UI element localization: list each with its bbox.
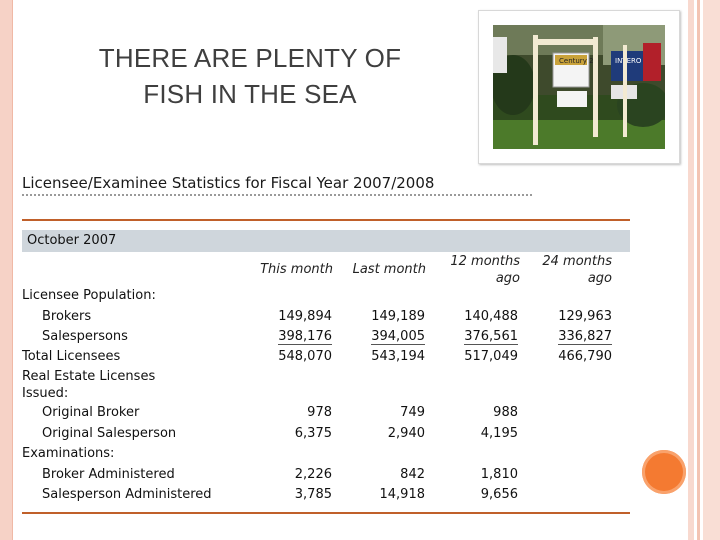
right-border-bar [688, 0, 694, 540]
cell-salespersons-24-months-value: 336,827 [558, 329, 612, 345]
cell-broker-administered-last-month: 842 [400, 467, 425, 482]
cell-original-broker-12-months: 988 [493, 405, 518, 420]
right-border-line [697, 0, 700, 540]
statistics-heading: Licensee/Examinee Statistics for Fiscal … [22, 174, 435, 192]
left-border-bar [0, 0, 12, 540]
century21-sign-text: Century 21 [559, 57, 598, 65]
cell-salespersons-12-months-value: 376,561 [464, 329, 518, 345]
row-label-salesperson-administered: Salesperson Administered [42, 487, 212, 502]
cell-salesperson-administered-this-month: 3,785 [294, 487, 332, 502]
cell-total-this-month: 548,070 [278, 349, 332, 364]
cell-total-12-months: 517,049 [464, 349, 518, 364]
column-header-24-months-line1: 24 months [542, 254, 612, 269]
left-border-line [12, 0, 13, 540]
column-header-24-months: 24 months ago [512, 253, 612, 287]
cell-brokers-last-month: 149,189 [371, 309, 425, 324]
section-real-estate-licenses-line1: Real Estate Licenses [22, 369, 156, 384]
row-label-broker-administered: Broker Administered [42, 467, 175, 482]
column-header-12-months: 12 months ago [420, 253, 520, 287]
row-label-brokers: Brokers [42, 309, 92, 324]
row-label-total-licensees: Total Licensees [22, 349, 121, 364]
column-header-last-month: Last month [352, 262, 426, 277]
cell-original-broker-this-month: 978 [307, 405, 332, 420]
row-label-salespersons: Salespersons [42, 329, 128, 344]
column-header-12-months-line2: ago [495, 271, 520, 286]
cell-salespersons-this-month: 398,176 [252, 329, 332, 345]
cell-original-broker-last-month: 749 [400, 405, 425, 420]
section-examinations: Examinations: [22, 446, 115, 461]
cell-brokers-24-months: 129,963 [558, 309, 612, 324]
cell-salespersons-this-month-value: 398,176 [278, 329, 332, 345]
table-top-rule [22, 219, 630, 221]
cell-total-24-months: 466,790 [558, 349, 612, 364]
cell-total-last-month: 543,194 [371, 349, 425, 364]
cell-salesperson-administered-12-months: 9,656 [480, 487, 518, 502]
cell-original-salesperson-this-month: 6,375 [294, 426, 332, 441]
row-label-original-salesperson: Original Salesperson [42, 426, 177, 441]
row-label-original-broker: Original Broker [42, 405, 140, 420]
real-estate-signs-photo: Century 21 INTERO [493, 25, 665, 149]
cell-salespersons-last-month-value: 394,005 [371, 329, 425, 345]
section-real-estate-licenses-line2: Issued: [22, 386, 69, 401]
decorative-circle [642, 450, 686, 494]
cell-original-salesperson-last-month: 2,940 [387, 426, 425, 441]
intero-sign-text: INTERO [615, 57, 642, 65]
cell-salespersons-12-months: 376,561 [438, 329, 518, 345]
right-border-edge [703, 0, 720, 540]
column-header-12-months-line1: 12 months [450, 254, 520, 269]
cell-salespersons-last-month: 394,005 [345, 329, 425, 345]
cell-salespersons-24-months: 336,827 [532, 329, 612, 345]
column-header-24-months-line2: ago [587, 271, 612, 286]
cell-brokers-this-month: 149,894 [278, 309, 332, 324]
cell-original-salesperson-12-months: 4,195 [480, 426, 518, 441]
slide-title: THERE ARE PLENTY OF FISH IN THE SEA [98, 43, 402, 109]
period-band [22, 230, 630, 252]
cell-broker-administered-12-months: 1,810 [480, 467, 518, 482]
period-label: October 2007 [27, 233, 117, 248]
cell-broker-administered-this-month: 2,226 [294, 467, 332, 482]
cell-salesperson-administered-last-month: 14,918 [379, 487, 426, 502]
table-bottom-rule [22, 512, 630, 514]
heading-underline [22, 194, 532, 196]
column-header-this-month: This month [260, 262, 333, 277]
cell-brokers-12-months: 140,488 [464, 309, 518, 324]
section-licensee-population: Licensee Population: [22, 288, 156, 303]
